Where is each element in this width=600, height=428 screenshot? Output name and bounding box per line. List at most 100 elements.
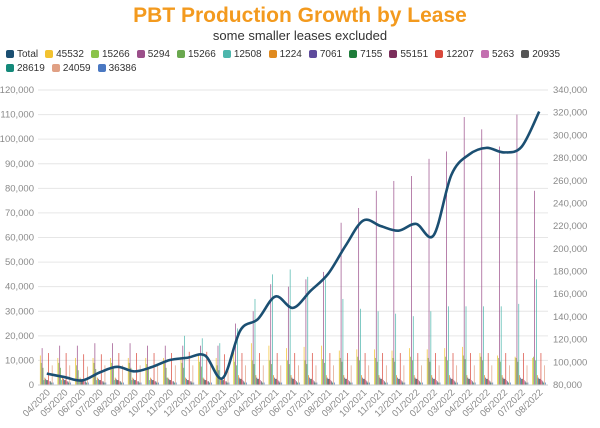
bar [484,375,485,385]
bar [469,378,471,385]
bar [374,349,375,385]
bar [304,360,306,385]
bar [139,365,141,385]
bar [84,381,85,385]
bar [431,375,433,385]
bar [217,345,219,385]
legend-item[interactable]: 45532 [45,48,84,62]
bar [324,362,325,386]
y2-tick-label: 280,000 [553,153,587,164]
legend-item[interactable]: 5294 [136,48,170,62]
legend-item[interactable]: 28619 [6,62,45,76]
legend-swatch [136,50,145,58]
bar [491,365,493,385]
bar [137,381,139,385]
bar [419,381,421,385]
bar [470,353,471,385]
bar [462,355,464,385]
bar [187,380,188,385]
legend-item[interactable]: 15266 [177,48,216,62]
legend-label: 12207 [446,49,474,60]
bar [379,377,381,386]
bar [383,380,384,385]
bar [193,382,195,385]
bar [303,346,305,385]
bar [50,382,52,385]
bar [184,335,185,385]
y-tick-label: 120,000 [0,85,34,96]
legend-item[interactable]: 5263 [481,48,514,62]
bar [187,380,189,385]
bar [356,349,358,385]
bar [258,378,259,385]
bar [224,381,226,385]
bar [332,382,333,385]
legend-item[interactable]: 55151 [389,48,428,62]
legend-item[interactable]: 15266 [90,48,130,62]
bar [535,360,536,385]
legend-item[interactable]: 12508 [222,48,262,62]
bar [502,377,504,386]
bar [307,276,309,385]
bar [49,381,51,385]
bar [175,382,177,385]
legend-item[interactable]: 1224 [268,48,302,62]
bar [225,381,227,385]
bar [413,375,415,385]
bar [517,361,519,385]
bar [418,380,420,385]
bar [96,380,98,385]
bar [316,382,318,385]
bar [39,355,41,385]
bar [151,380,153,385]
bar [94,343,96,385]
legend-label: 20935 [532,49,561,60]
bar [368,365,370,385]
bar [447,360,448,385]
bar [261,382,263,385]
legend-item[interactable]: 7155 [349,48,382,62]
bar [435,380,437,385]
bar [428,158,430,385]
bar [244,382,246,385]
legend-item[interactable]: Total [6,48,38,62]
y2-tick-label: 100,000 [553,357,587,368]
bar [68,382,70,385]
bar [348,381,350,385]
legend-item[interactable]: 24059 [51,62,91,76]
bar [411,360,413,385]
bar [315,365,317,385]
bar [238,377,240,386]
legend-item[interactable]: 36386 [97,62,136,76]
bar [473,365,475,385]
bar [254,298,256,385]
bar [416,378,418,385]
bar [488,380,490,385]
legend-item[interactable]: 7061 [308,48,342,62]
y-tick-label: 100,000 [0,134,34,145]
bar [210,365,211,385]
bar [480,356,482,385]
bar [536,375,538,385]
bar [155,381,157,385]
bar [208,381,209,385]
bar [396,375,397,385]
bar [492,382,494,385]
bar [69,365,71,385]
legend-item[interactable]: 12207 [435,48,474,62]
y2-tick-label: 160,000 [553,289,587,300]
bar [449,377,451,386]
bar [200,345,201,385]
bar [158,382,159,385]
bar [357,356,359,385]
bar [70,382,72,385]
bar [47,380,48,385]
bar [198,355,199,385]
bar [434,378,435,385]
bar [433,378,434,385]
bar [199,361,200,385]
y-tick-label: 30,000 [5,306,34,317]
chart-subtitle: some smaller leases excluded [212,28,388,43]
legend-label: 5294 [147,49,170,60]
legend-item[interactable]: 20935 [521,48,560,62]
